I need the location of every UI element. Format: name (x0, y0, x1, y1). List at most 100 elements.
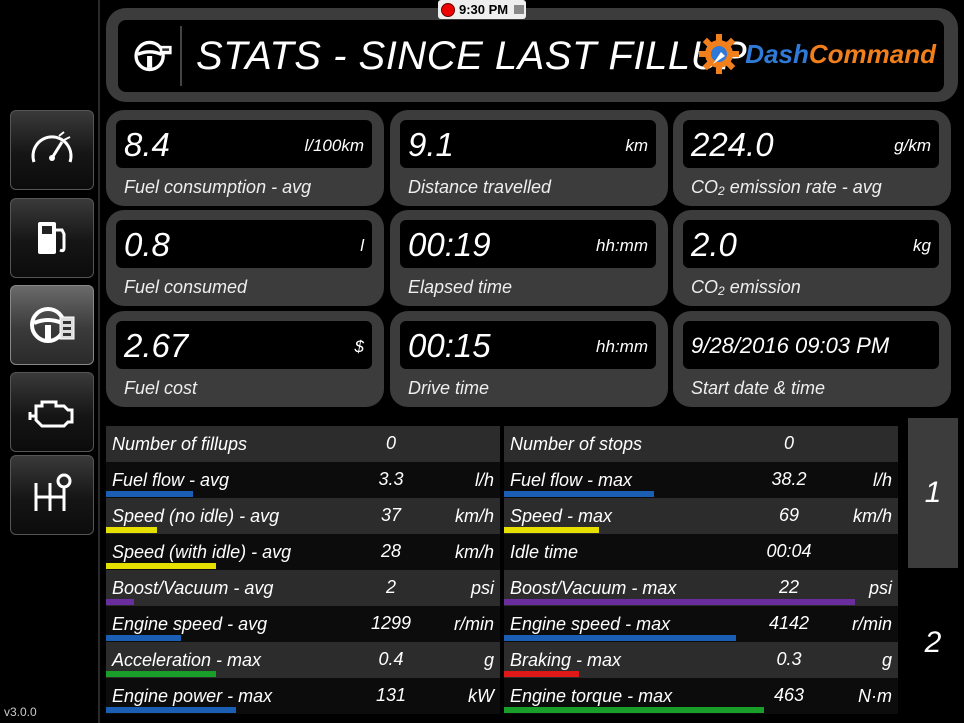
row-label: Acceleration - max (112, 650, 262, 670)
stat-value: 224.0 (691, 126, 774, 163)
table-row: Acceleration - max 0.4 g (106, 642, 500, 678)
stat-unit: kg (913, 236, 931, 255)
stats-table: Number of fillups 0 Fuel flow - avg 3.3 l/h S… (106, 414, 902, 723)
stat-value-box: 8.4 l/100km (116, 120, 372, 168)
row-label: Engine speed - avg (112, 614, 268, 634)
table-row: Idle time 00:04 (504, 534, 898, 570)
gear-shifter-icon (34, 473, 72, 511)
header-icon (126, 26, 182, 86)
stat-tile: 9.1 km Distance travelled (390, 110, 668, 206)
stat-value: 00:19 (408, 226, 491, 263)
stat-value-box: 00:19 hh:mm (400, 220, 656, 268)
stat-tile: 00:19 hh:mm Elapsed time (390, 210, 668, 306)
stat-unit: l (360, 236, 364, 255)
row-unit: r/min (852, 614, 892, 634)
stat-unit: km (625, 136, 648, 155)
stat-value-box: 9.1 km (400, 120, 656, 168)
stat-label: Distance travelled (408, 177, 552, 197)
brand-name: DashCommand (745, 38, 936, 69)
row-level-bar (106, 671, 217, 677)
row-label: Fuel flow - avg (112, 470, 230, 490)
sidebar-item-gauges[interactable] (10, 110, 94, 190)
stat-value: 9/28/2016 09:03 PM (691, 333, 890, 358)
table-row: Number of stops 0 (504, 426, 898, 462)
brand-logo: DashCommand (697, 32, 936, 76)
table-row: Engine speed - max 4142 r/min (504, 606, 898, 642)
row-value: 131 (375, 685, 407, 705)
speedometer-icon (31, 131, 73, 163)
row-level-bar (106, 635, 181, 641)
stat-label: Fuel cost (124, 378, 198, 398)
stat-value-box: 0.8 l (116, 220, 372, 268)
row-unit: l/h (872, 470, 892, 490)
page-tab-2[interactable]: 2 (924, 626, 942, 659)
row-unit: km/h (454, 506, 494, 526)
stat-tile: 224.0 g/km CO2 emission rate - avg (673, 110, 951, 206)
row-level-bar (106, 491, 193, 497)
row-value: 4142 (768, 613, 810, 633)
sidebar-item-performance[interactable] (10, 455, 94, 535)
stat-tile: 2.67 $ Fuel cost (106, 311, 384, 407)
record-icon (441, 2, 455, 17)
stat-label: CO2 emission (691, 277, 801, 298)
table-row: Engine torque - max 463 N·m (504, 678, 898, 714)
row-value: 1299 (370, 613, 412, 633)
stat-tile: 9/28/2016 09:03 PM Start date & time (673, 311, 951, 407)
sidebar-item-trip-stats[interactable] (10, 285, 94, 365)
stat-value: 9.1 (408, 126, 454, 163)
stat-unit: l/100km (304, 136, 364, 155)
gear-logo-icon (699, 34, 740, 74)
row-unit: g (881, 650, 892, 670)
steering-wheel-icon (30, 307, 75, 343)
row-value: 0 (783, 433, 794, 453)
row-level-bar (504, 635, 737, 641)
stat-tile: 8.4 l/100km Fuel consumption - avg (106, 110, 384, 206)
stat-value: 2.0 (691, 226, 737, 263)
row-value: 38.2 (771, 469, 807, 489)
row-unit: km/h (852, 506, 892, 526)
table-row: Speed (with idle) - avg 28 km/h (106, 534, 500, 570)
row-label: Speed (with idle) - avg (112, 542, 292, 562)
sidebar: v3.0.0 (0, 0, 100, 723)
stat-value-box: 9/28/2016 09:03 PM (683, 321, 939, 369)
page-title: STATS - SINCE LAST FILLUP (196, 34, 748, 78)
row-label: Boost/Vacuum - avg (112, 578, 274, 598)
row-level-bar (106, 707, 237, 713)
stat-label: Elapsed time (408, 277, 513, 297)
row-value: 3.3 (378, 469, 404, 489)
table-row: Fuel flow - avg 3.3 l/h (106, 462, 500, 498)
page-tab-1[interactable]: 1 (908, 418, 958, 568)
row-value: 00:04 (766, 541, 812, 561)
stats-column-left: Number of fillups 0 Fuel flow - avg 3.3 l/h S… (106, 426, 500, 714)
row-level-bar (504, 671, 579, 677)
row-label: Engine torque - max (510, 686, 673, 706)
stat-unit: g/km (894, 136, 931, 155)
row-label: Engine power - max (112, 686, 273, 706)
stat-value-box: 2.0 kg (683, 220, 939, 268)
row-level-bar (106, 563, 217, 569)
stat-value: 00:15 (408, 327, 491, 364)
header-bar: STATS - SINCE LAST FILLUP (118, 20, 944, 92)
row-unit: psi (868, 578, 892, 598)
stat-value-box: 2.67 $ (116, 321, 372, 369)
table-row: Engine power - max 131 kW (106, 678, 500, 714)
table-row: Boost/Vacuum - avg 2 psi (106, 570, 500, 606)
row-value: 463 (773, 685, 805, 705)
stat-value: 8.4 (124, 126, 170, 163)
stat-value-box: 00:15 hh:mm (400, 321, 656, 369)
stats-column-right: Number of stops 0 Fuel flow - max 38.2 l/h Sp… (504, 426, 898, 714)
row-level-bar (106, 527, 158, 533)
sidebar-item-fuel[interactable] (10, 198, 94, 278)
table-row: Number of fillups 0 (106, 426, 500, 462)
steering-wheel-icon (134, 40, 172, 72)
check-engine-icon (28, 400, 74, 428)
row-unit: kW (468, 686, 494, 706)
row-label: Braking - max (510, 650, 622, 670)
row-level-bar (504, 707, 765, 713)
stat-tile: 2.0 kg CO2 emission (673, 210, 951, 306)
row-unit: km/h (454, 542, 494, 562)
row-unit: psi (470, 578, 494, 598)
stat-unit: hh:mm (596, 236, 648, 255)
header: STATS - SINCE LAST FILLUP (106, 8, 958, 102)
sidebar-item-diagnostics[interactable] (10, 372, 94, 452)
